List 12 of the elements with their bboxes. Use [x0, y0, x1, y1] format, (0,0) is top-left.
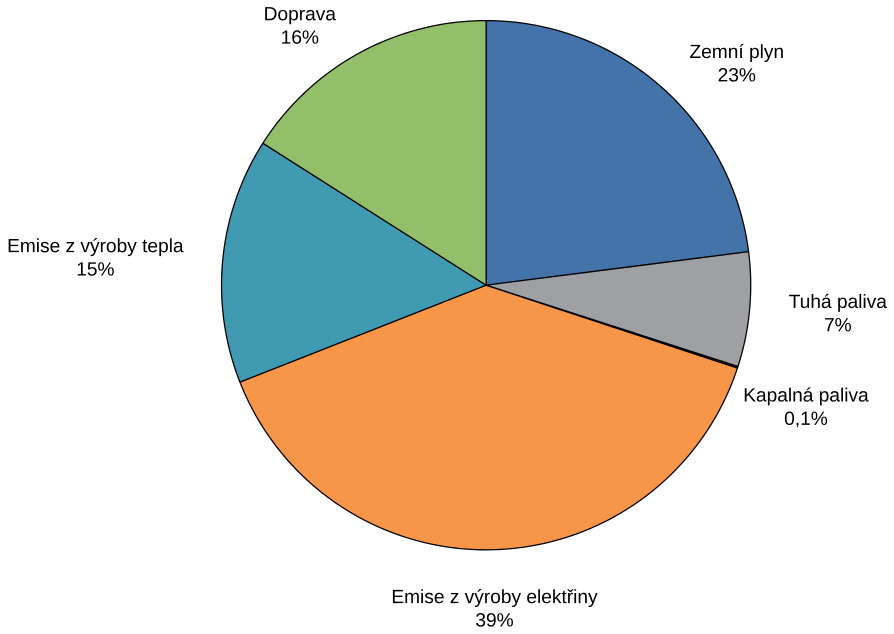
slice-label: Zemní plyn — [690, 44, 783, 62]
data-label: 0,1% — [784, 412, 828, 428]
slice-label: Emise z výroby elektřiny — [392, 589, 598, 608]
slice-label: Emise z výroby tepla — [8, 238, 184, 256]
data-label: 39% — [476, 613, 513, 627]
data-label: 15% — [78, 262, 114, 276]
data-label: 7% — [824, 318, 851, 332]
data-label: 23% — [718, 68, 756, 82]
slice-label: Doprava — [265, 7, 336, 24]
slice-label: Tuhá paliva — [789, 294, 887, 312]
data-label: 16% — [282, 30, 318, 44]
slice-label: Kapalná paliva — [744, 387, 869, 406]
